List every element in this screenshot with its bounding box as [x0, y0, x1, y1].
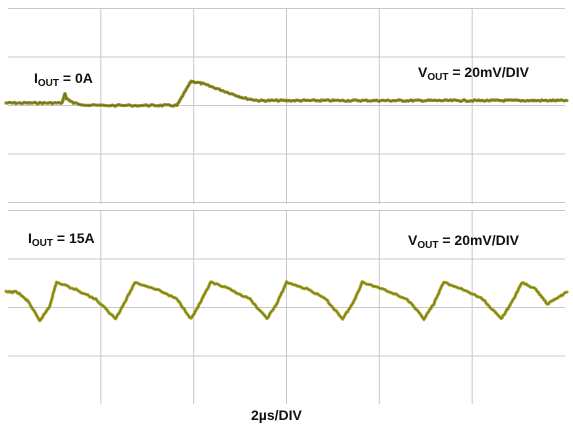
bottom-right-label: VOUT = 20mV/DIV	[408, 232, 519, 251]
top-right-label: VOUT = 20mV/DIV	[418, 64, 529, 83]
top-left-label: IOUT = 0A	[34, 70, 93, 89]
bottom-left-label: IOUT = 15A	[28, 230, 95, 249]
trace-top-group	[4, 79, 569, 108]
grid-top-panel	[8, 8, 565, 204]
trace-bottom-group	[4, 280, 569, 323]
x-axis-label: 2µs/DIV	[251, 407, 302, 423]
voltage-trace-core-bottom	[5, 281, 568, 322]
voltage-trace-core-top	[5, 80, 568, 107]
grid-bottom-panel	[8, 210, 565, 404]
